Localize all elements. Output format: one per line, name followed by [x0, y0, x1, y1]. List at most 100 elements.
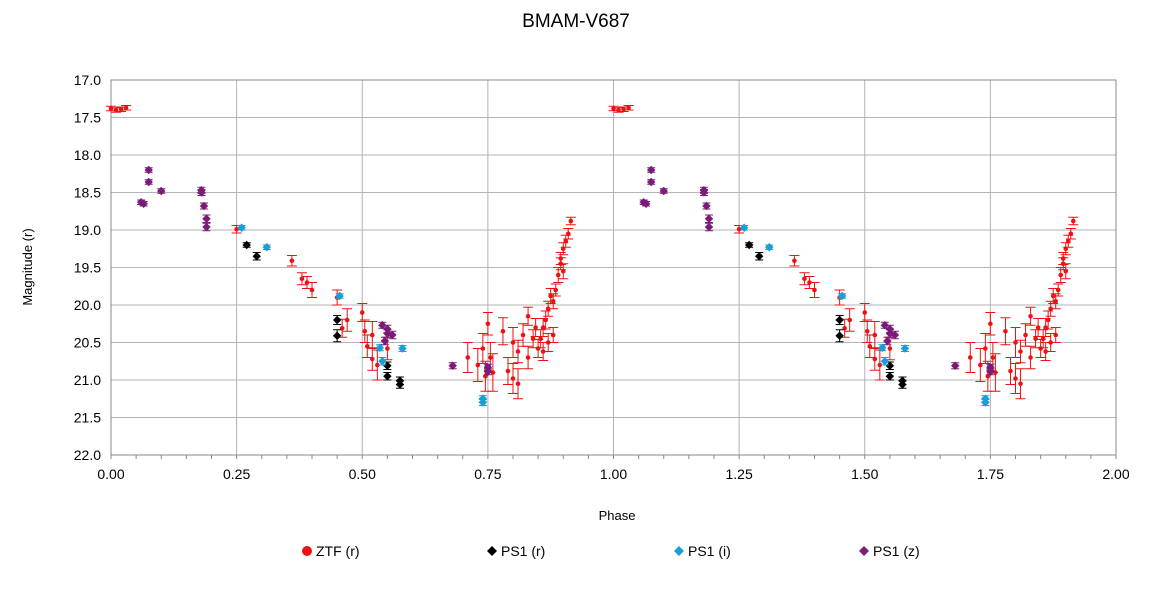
data-point: [1023, 332, 1028, 338]
data-point: [611, 106, 616, 111]
data-point: [755, 252, 764, 261]
data-point: [548, 293, 553, 299]
data-point: [812, 287, 817, 293]
y-tick-label: 22.0: [74, 447, 101, 463]
data-point: [1048, 306, 1053, 312]
data-point: [510, 340, 516, 345]
y-tick-label: 20.5: [74, 335, 101, 351]
y-tick-labels: 17.0 17.5 18.0 18.5 19.0 19.5 20.0 20.5 21.0 21.5…: [74, 72, 101, 463]
legend-marker: [674, 546, 684, 556]
x-tick-label: 1.50: [851, 466, 878, 482]
data-point: [525, 313, 531, 319]
legend-item: PS1 (r): [487, 543, 545, 559]
data-point: [1033, 336, 1038, 342]
legend-label: PS1 (i): [688, 543, 731, 559]
data-point: [1068, 231, 1074, 237]
data-point: [898, 380, 907, 389]
data-point: [1053, 332, 1058, 338]
data-point: [568, 218, 574, 224]
data-point: [1065, 238, 1071, 244]
data-point: [144, 165, 153, 175]
data-point: [480, 346, 486, 351]
data-point: [543, 317, 548, 323]
data-point: [646, 165, 656, 175]
data-point: [885, 361, 895, 370]
data-point: [262, 243, 271, 252]
data-point: [1028, 355, 1033, 360]
data-point: [1008, 368, 1013, 374]
data-point: [500, 328, 506, 334]
data-point: [533, 325, 538, 330]
data-point: [359, 310, 365, 315]
data-point: [560, 268, 566, 274]
x-tick-label: 2.00: [1102, 466, 1129, 482]
data-point: [1048, 340, 1053, 345]
data-point: [375, 362, 380, 368]
data-point: [878, 343, 887, 352]
data-point: [880, 357, 890, 366]
data-point: [988, 321, 993, 327]
data-point: [388, 330, 397, 340]
data-point: [510, 376, 516, 381]
data-point: [490, 370, 496, 375]
data-point: [739, 223, 749, 232]
data-point: [197, 188, 206, 197]
data-point: [309, 287, 315, 293]
data-point: [847, 317, 852, 323]
data-point: [370, 356, 375, 362]
data-point: [1053, 298, 1058, 304]
data-point: [986, 367, 995, 376]
data-point: [545, 306, 551, 312]
data-point: [525, 355, 531, 360]
data-point: [1013, 340, 1018, 345]
data-point: [550, 298, 556, 304]
data-point: [515, 349, 521, 354]
data-point: [699, 188, 709, 197]
data-point: [370, 332, 375, 338]
data-point: [252, 252, 261, 261]
legend-marker: [859, 546, 869, 556]
data-point: [332, 315, 342, 325]
data-point: [465, 355, 471, 360]
data-point: [1018, 381, 1023, 387]
chart-title: BMAM-V687: [522, 11, 630, 32]
data-point: [304, 280, 310, 285]
data-point: [385, 346, 390, 351]
data-point: [199, 201, 209, 211]
data-point: [993, 370, 998, 375]
x-tick-label: 0.75: [474, 466, 501, 482]
data-point: [380, 336, 390, 346]
data-point: [1013, 376, 1018, 381]
data-point: [383, 361, 392, 370]
legend-item: ZTF (r): [302, 543, 360, 559]
series-3: [136, 165, 995, 376]
data-point: [237, 223, 246, 232]
data-point: [704, 222, 714, 232]
data-point: [530, 336, 536, 342]
data-point: [485, 321, 491, 327]
x-axis-label: Phase: [599, 508, 636, 523]
data-point: [1050, 293, 1056, 299]
x-tick-label: 0.25: [223, 466, 250, 482]
legend-item: PS1 (z): [859, 543, 920, 559]
data-point: [540, 349, 546, 354]
y-tick-label: 19.5: [74, 260, 101, 276]
data-point: [1018, 349, 1023, 354]
legend-label: PS1 (z): [873, 543, 920, 559]
y-tick-label: 20.0: [74, 297, 101, 313]
x-tick-label: 0.50: [349, 466, 376, 482]
data-point: [1060, 256, 1066, 261]
data-point: [118, 106, 124, 112]
data-point: [202, 214, 211, 223]
data-point: [335, 291, 344, 301]
data-point: [550, 332, 556, 338]
data-point: [621, 106, 626, 112]
data-point: [807, 280, 812, 285]
data-point: [555, 272, 561, 278]
data-point: [887, 346, 893, 351]
data-point: [659, 186, 668, 196]
data-point: [1038, 346, 1043, 351]
data-point: [983, 346, 988, 351]
data-point: [505, 368, 511, 374]
